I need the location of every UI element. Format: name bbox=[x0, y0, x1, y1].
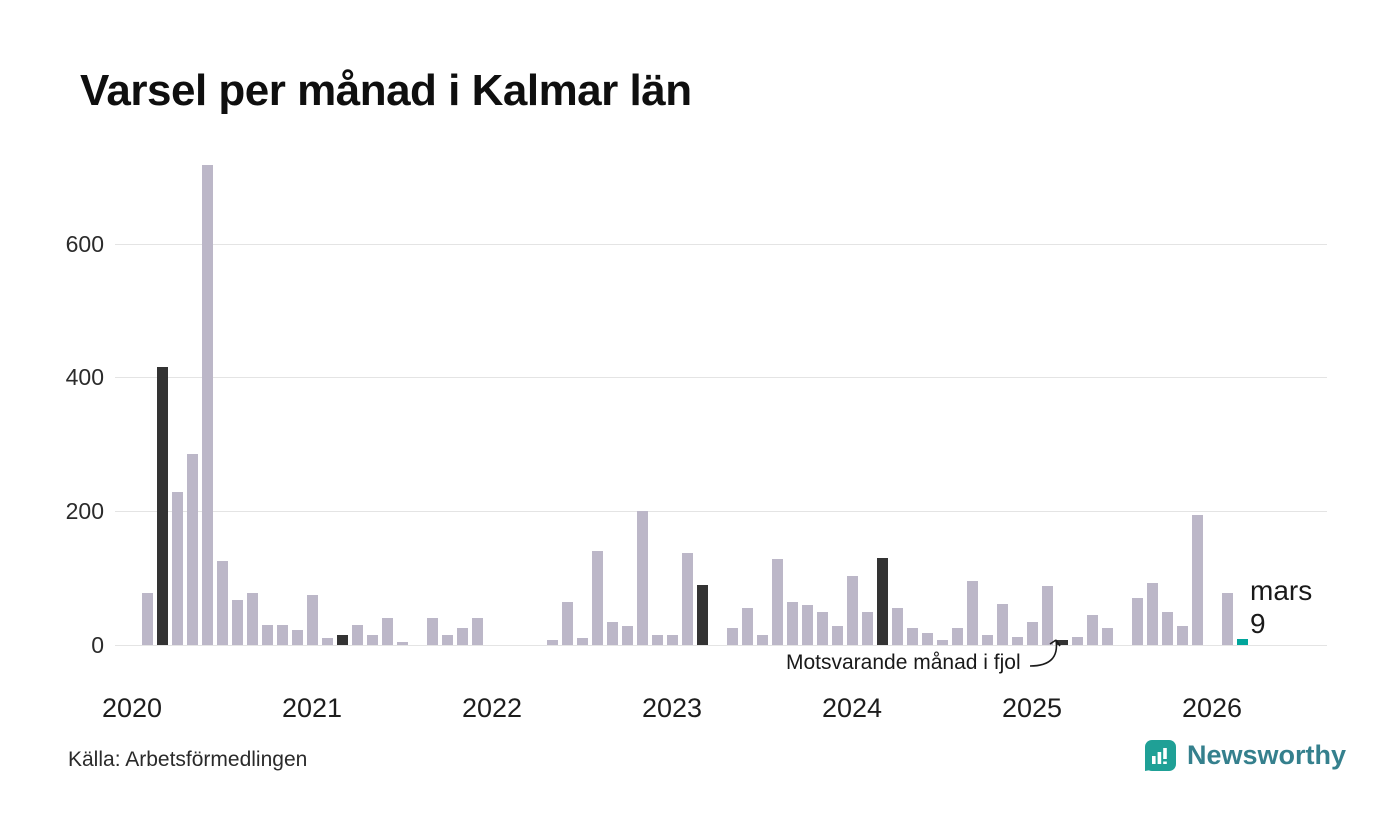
bar-2024-06 bbox=[921, 632, 933, 645]
bar-2026-02 bbox=[1221, 592, 1233, 645]
bar-2022-11 bbox=[636, 511, 648, 645]
bar-2025-03 bbox=[1056, 639, 1068, 645]
bar-2022-09 bbox=[606, 621, 618, 645]
bar-2021-04 bbox=[351, 624, 363, 645]
current-month-name: mars bbox=[1250, 575, 1313, 606]
newsworthy-logo-icon bbox=[1145, 740, 1176, 771]
bar-2021-01 bbox=[306, 594, 318, 645]
bar-2020-09 bbox=[246, 592, 258, 645]
bar-2023-12 bbox=[831, 626, 843, 645]
newsworthy-logo[interactable]: Newsworthy bbox=[1144, 739, 1346, 772]
bar-2022-06 bbox=[561, 601, 573, 645]
bar-2024-02 bbox=[861, 611, 873, 645]
bar-2020-05 bbox=[186, 454, 198, 645]
x-tick-label-2025: 2025 bbox=[1001, 693, 1063, 723]
bar-2020-06 bbox=[201, 164, 213, 645]
gridline-400 bbox=[115, 377, 1327, 379]
chart-title: Varsel per månad i Kalmar län bbox=[80, 66, 692, 115]
bar-2021-12 bbox=[471, 618, 483, 645]
bar-2023-02 bbox=[681, 552, 693, 645]
x-tick-label-2021: 2021 bbox=[281, 693, 343, 723]
bar-2024-04 bbox=[891, 608, 903, 645]
bar-2025-05 bbox=[1086, 614, 1098, 645]
y-tick-label-400: 400 bbox=[65, 364, 104, 391]
bar-2022-07 bbox=[576, 638, 588, 645]
current-month-value: 9 bbox=[1250, 608, 1266, 639]
bar-2025-12 bbox=[1191, 514, 1203, 645]
newsworthy-wordmark: Newsworthy bbox=[1187, 740, 1347, 770]
bar-2024-10 bbox=[981, 634, 993, 645]
gridline-200 bbox=[115, 511, 1327, 513]
x-tick-label-2026: 2026 bbox=[1181, 693, 1243, 723]
bar-2022-10 bbox=[621, 626, 633, 645]
bar-2025-10 bbox=[1161, 611, 1173, 645]
bar-2020-04 bbox=[171, 492, 183, 645]
bar-2023-11 bbox=[816, 611, 828, 645]
gridline-0 bbox=[115, 645, 1327, 646]
bar-2020-07 bbox=[216, 561, 228, 645]
bar-2020-02 bbox=[141, 592, 153, 645]
bar-2022-05 bbox=[546, 639, 558, 645]
bar-2023-10 bbox=[801, 604, 813, 645]
bar-2025-06 bbox=[1101, 628, 1113, 645]
bar-2020-03 bbox=[156, 367, 168, 645]
bar-2022-08 bbox=[591, 551, 603, 645]
annotation-arrow-icon bbox=[1029, 639, 1061, 667]
bar-2024-08 bbox=[951, 628, 963, 645]
bar-2021-11 bbox=[456, 628, 468, 645]
bar-2023-05 bbox=[726, 628, 738, 645]
bar-2021-02 bbox=[321, 638, 333, 645]
x-tick-label-2024: 2024 bbox=[821, 693, 883, 723]
annotation-previous-year: Motsvarande månad i fjol bbox=[786, 651, 1021, 674]
y-tick-label-600: 600 bbox=[65, 230, 104, 257]
bar-2021-03 bbox=[336, 634, 348, 645]
bar-2021-07 bbox=[396, 641, 408, 645]
bar-2025-08 bbox=[1131, 598, 1143, 645]
bar-2024-07 bbox=[936, 639, 948, 645]
y-tick-label-200: 200 bbox=[65, 498, 104, 525]
bar-2025-01 bbox=[1026, 621, 1038, 645]
gridline-600 bbox=[115, 243, 1327, 245]
x-tick-label-2020: 2020 bbox=[101, 693, 163, 723]
bar-2021-05 bbox=[366, 634, 378, 645]
bar-2024-12 bbox=[1011, 636, 1023, 645]
bar-2023-08 bbox=[771, 559, 783, 645]
bar-2025-02 bbox=[1041, 586, 1053, 645]
bar-2022-12 bbox=[651, 634, 663, 645]
x-tick-label-2022: 2022 bbox=[461, 693, 523, 723]
bar-2026-03 bbox=[1236, 638, 1248, 645]
bar-2024-03 bbox=[876, 558, 888, 645]
x-tick-label-2023: 2023 bbox=[641, 693, 703, 723]
current-month-label: mars 9 bbox=[1250, 574, 1312, 640]
bar-2020-12 bbox=[291, 630, 303, 645]
bar-2023-09 bbox=[786, 601, 798, 645]
bar-2024-11 bbox=[996, 603, 1008, 645]
bar-2025-11 bbox=[1176, 626, 1188, 645]
bar-2020-08 bbox=[231, 599, 243, 645]
bar-2021-09 bbox=[426, 618, 438, 645]
bar-2024-05 bbox=[906, 628, 918, 645]
bar-2023-07 bbox=[756, 634, 768, 645]
bar-2024-09 bbox=[966, 581, 978, 645]
bar-2025-04 bbox=[1071, 636, 1083, 645]
bar-2021-10 bbox=[441, 634, 453, 645]
bar-2021-06 bbox=[381, 618, 393, 645]
y-tick-label-0: 0 bbox=[91, 632, 104, 658]
bar-2020-11 bbox=[276, 624, 288, 645]
bar-2023-01 bbox=[666, 634, 678, 645]
bar-2024-01 bbox=[846, 576, 858, 645]
bar-2020-10 bbox=[261, 624, 273, 645]
source-caption: Källa: Arbetsförmedlingen bbox=[68, 748, 308, 771]
bar-2023-06 bbox=[741, 608, 753, 645]
bar-2025-09 bbox=[1146, 582, 1158, 645]
bar-2023-03 bbox=[696, 584, 708, 645]
